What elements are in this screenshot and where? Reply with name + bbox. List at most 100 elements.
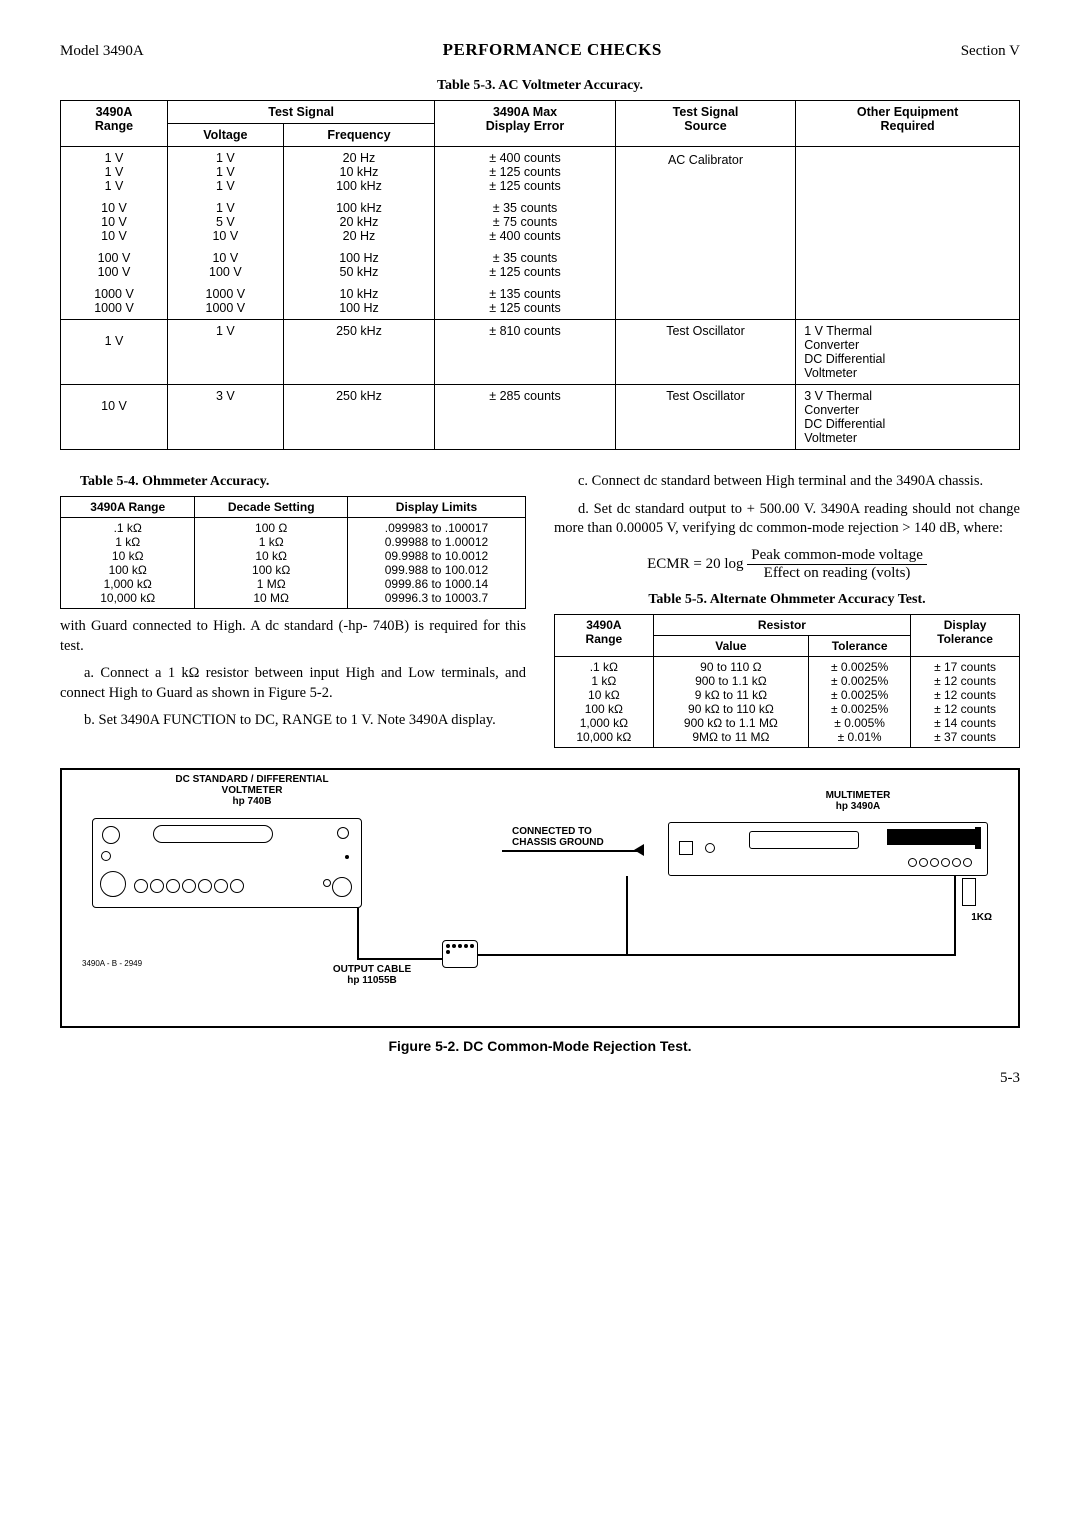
cell: ± 12 counts <box>917 674 1013 688</box>
cell: ± 125 counts <box>443 301 606 315</box>
table-row: 10 V 3 V 250 kHz ± 285 counts Test Oscil… <box>61 385 1020 450</box>
cell: 100 V <box>176 265 275 279</box>
mm-label: MULTIMETER hp 3490A <box>788 790 928 812</box>
connector-icon <box>442 940 478 968</box>
cell: 20 Hz <box>292 229 427 243</box>
th-max-err: 3490A Max Display Error <box>435 101 615 147</box>
para-p2b: b. Set 3490A FUNCTION to DC, RANGE to 1 … <box>60 711 526 731</box>
model-text: Model 3490A <box>60 43 144 60</box>
port-icon <box>337 827 349 839</box>
left-device <box>92 818 362 908</box>
cell: 900 to 1.1 kΩ <box>660 674 802 688</box>
cell: 10 kHz <box>292 165 427 179</box>
resistor-label: 1KΩ <box>971 912 992 923</box>
cell: 100 Ω <box>201 521 340 535</box>
figure-5-2: DC STANDARD / DIFFERENTIAL VOLTMETER hp … <box>60 768 1020 1028</box>
section-text: Section V <box>961 43 1020 60</box>
knob-icon <box>331 876 353 901</box>
table53-caption: Table 5-3. AC Voltmeter Accuracy. <box>60 78 1020 94</box>
cell: 09.9988 to 10.0012 <box>354 549 519 563</box>
cell: ± 75 counts <box>443 215 606 229</box>
cell: 1 kΩ <box>201 535 340 549</box>
meter-icon <box>153 825 273 843</box>
knob-icon <box>101 825 121 848</box>
cell: ± 14 counts <box>917 716 1013 730</box>
cell: 099.988 to 100.012 <box>354 563 519 577</box>
th: Tolerance <box>809 635 911 656</box>
cell: 90 to 110 Ω <box>660 660 802 674</box>
cell: .1 kΩ <box>67 521 188 535</box>
cell: 250 kHz <box>283 320 435 385</box>
table-row: 1 V 1 V 250 kHz ± 810 counts Test Oscill… <box>61 320 1020 385</box>
cell: 1 V <box>168 320 284 385</box>
cell: ± 0.0025% <box>815 688 904 702</box>
cell: 1,000 kΩ <box>67 577 188 591</box>
cell: 100 kHz <box>292 201 427 215</box>
cell: 100 kΩ <box>67 563 188 577</box>
cell: 10,000 kΩ <box>67 591 188 605</box>
cell: ± 0.005% <box>815 716 904 730</box>
wire <box>502 850 642 852</box>
th: Resistor <box>653 614 910 635</box>
port-icon <box>323 879 331 887</box>
cell: 900 kΩ to 1.1 MΩ <box>660 716 802 730</box>
cell: ± 12 counts <box>917 702 1013 716</box>
wire <box>626 876 628 956</box>
cell: 1000 V <box>176 301 275 315</box>
cell <box>796 147 1020 320</box>
ecmr-num: Peak common-mode voltage <box>747 547 927 565</box>
cell: 10 kΩ <box>67 549 188 563</box>
arrow-icon <box>634 844 644 856</box>
cell: 10 V <box>176 251 275 265</box>
cell: ± 0.0025% <box>815 674 904 688</box>
body-columns: Table 5-4. Ohmmeter Accuracy. 3490A Rang… <box>60 464 1020 748</box>
cell: 09996.3 to 10003.7 <box>354 591 519 605</box>
partno: 3490A - B - 2949 <box>82 960 142 969</box>
cell: 100 kΩ <box>201 563 340 577</box>
cable1: OUTPUT CABLE <box>312 964 432 975</box>
cell: ± 35 counts <box>443 251 606 265</box>
cell: ± 37 counts <box>917 730 1013 744</box>
cell: Test Oscillator <box>615 320 795 385</box>
table54-caption: Table 5-4. Ohmmeter Accuracy. <box>80 474 526 490</box>
th-frequency: Frequency <box>283 124 435 147</box>
cell: 10 MΩ <box>201 591 340 605</box>
cell: ± 0.0025% <box>815 660 904 674</box>
cell: .1 kΩ <box>561 660 647 674</box>
dot-icon <box>345 851 349 862</box>
cell: ± 285 counts <box>435 385 615 450</box>
cell: 0.99988 to 1.00012 <box>354 535 519 549</box>
cell: ± 135 counts <box>443 287 606 301</box>
wire <box>626 954 956 956</box>
th: 3490A Range <box>61 497 195 518</box>
port-icon <box>101 851 111 861</box>
resistor-icon <box>962 878 976 906</box>
cell: 10 V <box>61 385 168 450</box>
cell: 100 Hz <box>292 301 427 315</box>
cell: ± 125 counts <box>443 265 606 279</box>
cable2: hp 11055B <box>312 975 432 986</box>
cell: 10 kΩ <box>561 688 647 702</box>
cell: 1 V <box>61 320 168 385</box>
cell: ± 810 counts <box>435 320 615 385</box>
para-p2d: d. Set dc standard output to + 500.00 V.… <box>554 500 1020 539</box>
table54: 3490A Range Decade Setting Display Limit… <box>60 496 526 609</box>
fig-t1: DC STANDARD / DIFFERENTIAL <box>152 774 352 785</box>
th: Display Limits <box>347 497 525 518</box>
cell: 20 kHz <box>292 215 427 229</box>
cell: 1 V <box>69 165 159 179</box>
knobs-row <box>133 878 245 897</box>
cell: 10 V <box>69 215 159 229</box>
cell: 100 V <box>69 265 159 279</box>
cell: 1,000 kΩ <box>561 716 647 730</box>
switch-icon <box>679 841 693 855</box>
mm2: hp 3490A <box>788 801 928 812</box>
cell: 50 kHz <box>292 265 427 279</box>
th: Value <box>653 635 808 656</box>
wire <box>357 958 442 960</box>
cell: ± 400 counts <box>443 151 606 165</box>
cell: 10 kΩ <box>201 549 340 563</box>
cell: 1 V <box>176 151 275 165</box>
ports-row <box>907 857 973 871</box>
cell: 0999.86 to 1000.14 <box>354 577 519 591</box>
